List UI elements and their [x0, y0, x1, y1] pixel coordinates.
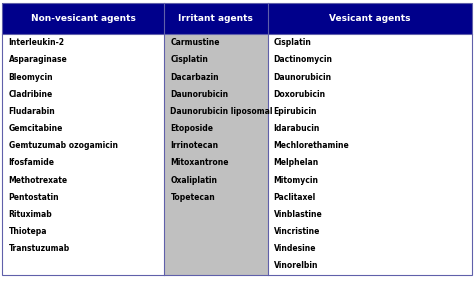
- Text: Idarabucin: Idarabucin: [273, 124, 320, 133]
- Text: Vincristine: Vincristine: [273, 227, 320, 236]
- Text: Bleomycin: Bleomycin: [9, 73, 53, 82]
- Text: Cladribine: Cladribine: [9, 90, 53, 99]
- Text: Rituximab: Rituximab: [9, 210, 52, 219]
- Text: Carmustine: Carmustine: [171, 38, 220, 47]
- Text: Gemtuzumab ozogamicin: Gemtuzumab ozogamicin: [9, 141, 118, 150]
- Text: Vinblastine: Vinblastine: [273, 210, 322, 219]
- Text: Fludarabin: Fludarabin: [9, 107, 55, 116]
- Text: Methotrexate: Methotrexate: [9, 176, 68, 184]
- Text: Oxaliplatin: Oxaliplatin: [171, 176, 218, 184]
- Text: Ifosfamide: Ifosfamide: [9, 158, 55, 167]
- Text: Vesicant agents: Vesicant agents: [329, 14, 410, 23]
- Text: Irritant agents: Irritant agents: [178, 14, 253, 23]
- Text: Daunorubicin: Daunorubicin: [171, 90, 228, 99]
- Bar: [267, 34, 472, 275]
- Text: Epirubicin: Epirubicin: [273, 107, 317, 116]
- Text: Etoposide: Etoposide: [171, 124, 213, 133]
- Text: Cisplatin: Cisplatin: [273, 38, 311, 47]
- Text: Mitomycin: Mitomycin: [273, 176, 319, 184]
- Text: Dactinomycin: Dactinomycin: [273, 55, 333, 64]
- Text: Transtuzumab: Transtuzumab: [9, 244, 70, 253]
- Text: Daunorubicin: Daunorubicin: [273, 73, 332, 82]
- Text: Doxorubicin: Doxorubicin: [273, 90, 326, 99]
- Text: Topetecan: Topetecan: [171, 193, 215, 202]
- Text: Daunorubicin liposomal: Daunorubicin liposomal: [171, 107, 273, 116]
- Text: Vinorelbin: Vinorelbin: [273, 261, 318, 271]
- Text: Melphelan: Melphelan: [273, 158, 319, 167]
- Text: Interleukin-2: Interleukin-2: [9, 38, 64, 47]
- Text: Paclitaxel: Paclitaxel: [273, 193, 316, 202]
- Text: Vindesine: Vindesine: [273, 244, 316, 253]
- Bar: [267, 3, 472, 34]
- Text: Mechlorethamine: Mechlorethamine: [273, 141, 349, 150]
- Bar: [164, 34, 267, 275]
- Text: Asparaginase: Asparaginase: [9, 55, 67, 64]
- Text: Mitoxantrone: Mitoxantrone: [171, 158, 229, 167]
- Text: Cisplatin: Cisplatin: [171, 55, 208, 64]
- Text: Gemcitabine: Gemcitabine: [9, 124, 63, 133]
- Text: Non-vesicant agents: Non-vesicant agents: [31, 14, 136, 23]
- Bar: [2, 3, 164, 34]
- Text: Dacarbazin: Dacarbazin: [171, 73, 219, 82]
- Text: Thiotepa: Thiotepa: [9, 227, 47, 236]
- Bar: [164, 3, 267, 34]
- Text: Pentostatin: Pentostatin: [9, 193, 59, 202]
- Bar: [2, 34, 164, 275]
- Text: Irrinotecan: Irrinotecan: [171, 141, 219, 150]
